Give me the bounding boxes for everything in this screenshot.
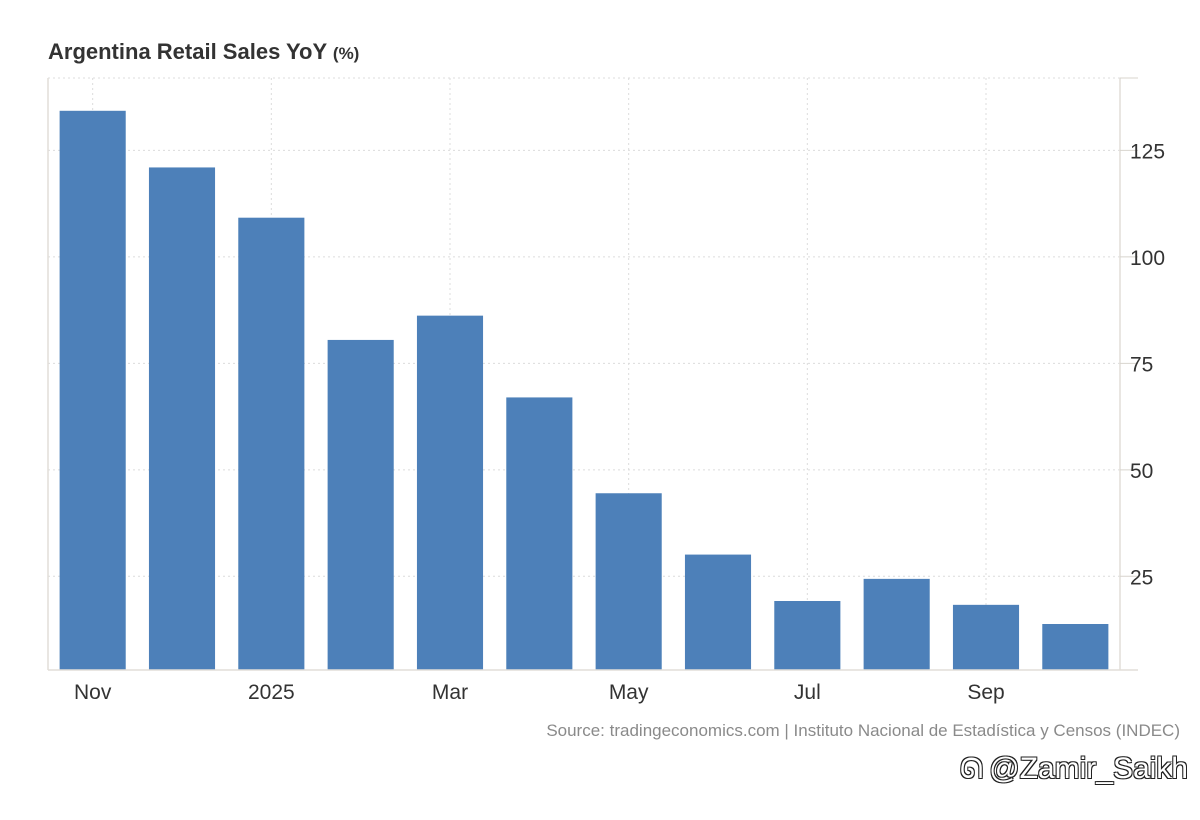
bar[interactable] xyxy=(238,217,305,671)
tick-labels: 25 50 75 100 125 Nov 2025 Mar May Jul Sep xyxy=(74,140,1165,704)
bar[interactable] xyxy=(774,601,841,670)
y-tick-label: 75 xyxy=(1130,353,1153,376)
x-tick-label: Nov xyxy=(74,681,112,704)
x-tick-label: Sep xyxy=(967,681,1004,704)
watermark-handle: @Zamir_Saikh xyxy=(989,752,1188,785)
watermark: ᘏ @Zamir_Saikh xyxy=(960,752,1188,786)
threads-logo-icon: ᘏ xyxy=(959,752,984,784)
x-tick-label: 2025 xyxy=(248,681,295,704)
bar[interactable] xyxy=(863,578,930,670)
bar[interactable] xyxy=(327,339,394,670)
y-tick-label: 25 xyxy=(1130,566,1153,589)
bar[interactable] xyxy=(684,554,752,670)
bar[interactable] xyxy=(148,167,216,670)
axes xyxy=(47,77,1138,671)
chart-title: Argentina Retail Sales YoY (%) xyxy=(48,39,359,65)
chart-title-unit: (%) xyxy=(332,44,360,63)
y-tick-label: 125 xyxy=(1130,140,1165,163)
y-tick-label: 100 xyxy=(1130,247,1165,270)
source-text: Source: tradingeconomics.com | Instituto… xyxy=(546,721,1180,740)
bar[interactable] xyxy=(595,493,662,670)
x-tick-label: Jul xyxy=(794,681,821,704)
chart-title-text: Argentina Retail Sales YoY xyxy=(48,39,327,64)
x-tick-label: Mar xyxy=(432,681,468,704)
bar[interactable] xyxy=(59,110,126,670)
bar[interactable] xyxy=(1042,624,1109,670)
x-tick-label: May xyxy=(609,681,649,704)
bar-series xyxy=(59,110,1109,671)
y-tick-label: 50 xyxy=(1130,460,1153,483)
bar[interactable] xyxy=(506,397,573,670)
bar[interactable] xyxy=(952,604,1020,670)
bar[interactable] xyxy=(416,315,484,670)
